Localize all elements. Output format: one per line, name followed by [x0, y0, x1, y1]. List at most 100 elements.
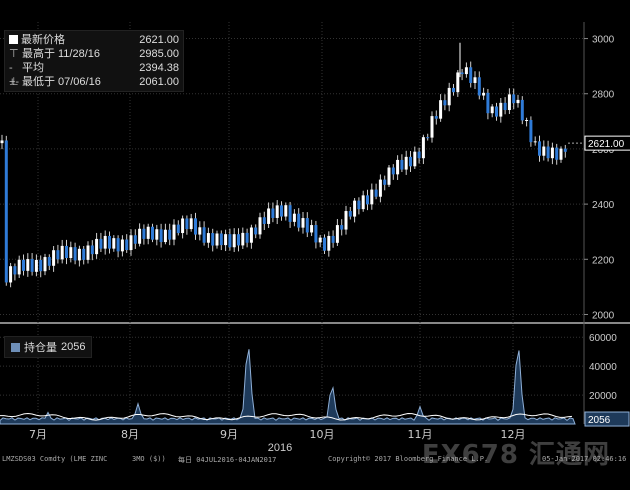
price-chart: 7月8月9月10月11月12月2016200022002400260028003… — [0, 22, 630, 452]
candle-body — [13, 266, 17, 275]
x-tick-label: 9月 — [220, 428, 238, 441]
candle-body — [357, 200, 361, 210]
candle-body — [52, 250, 56, 266]
candle-body — [353, 200, 357, 217]
candle-body — [378, 179, 382, 197]
candle-body — [443, 100, 447, 106]
volume-line — [0, 412, 573, 421]
candle-body — [323, 237, 326, 251]
y-tick-label: 2400 — [592, 200, 615, 211]
candle-body — [159, 229, 163, 243]
candle-body — [194, 218, 197, 235]
candle-body — [331, 235, 335, 243]
candle-body — [486, 92, 490, 114]
candle-body — [112, 238, 116, 249]
candle-body — [421, 137, 425, 159]
average-marker-icon: -+- — [9, 62, 20, 88]
y-tick-label: 2000 — [592, 310, 615, 321]
candle-body — [546, 146, 550, 159]
candle-body — [34, 259, 38, 272]
candle-body — [516, 99, 520, 104]
legend-row-average: -+- 平均 2394.38 — [9, 62, 179, 88]
price-legend: 最新价格 2621.00 ⊤ 最高于 11/28/16 2985.00 -+- 平均… — [4, 30, 184, 92]
x-tick-label: 11月 — [408, 428, 433, 441]
candle-body — [490, 106, 494, 114]
open-interest-square-icon — [11, 342, 20, 352]
candle-body — [138, 228, 142, 244]
candle-body — [409, 156, 412, 167]
candle-body — [507, 94, 511, 111]
candle-body — [512, 94, 516, 104]
candle-body — [219, 233, 223, 246]
candle-body — [361, 195, 365, 210]
candle-body — [391, 167, 395, 175]
candle-body — [370, 189, 374, 205]
candle-body — [146, 226, 150, 239]
candle-body — [533, 141, 537, 143]
candle-body — [288, 205, 292, 222]
candle-body — [9, 266, 13, 283]
candle-body — [529, 120, 533, 143]
candle-body — [344, 211, 348, 230]
y-tick-label: 3000 — [592, 35, 615, 46]
candle-body — [60, 245, 64, 260]
candle-body — [499, 102, 503, 117]
candle-body — [211, 233, 215, 246]
candle-body — [366, 195, 369, 205]
candle-body — [90, 245, 94, 255]
high-marker-icon: ⊤ — [9, 48, 19, 60]
candle-body — [206, 233, 210, 243]
volume-tick-label: 20000 — [589, 391, 617, 402]
candle-body — [464, 67, 468, 75]
candle-body — [563, 148, 567, 152]
candle-body — [95, 238, 99, 255]
candle-body — [69, 247, 73, 259]
candle-body — [125, 239, 129, 251]
candle-body — [284, 205, 288, 217]
candle-body — [555, 147, 559, 160]
x-tick-label: 12月 — [501, 428, 526, 441]
candle-body — [254, 227, 258, 235]
candle-body — [292, 213, 296, 222]
candle-body — [198, 227, 202, 235]
candle-body — [348, 211, 352, 217]
footer-range: 每日 04JUL2016-04JAN2017 — [178, 456, 277, 464]
footer-ticker: LMZSDS03 Comdty (LME ZINC — [2, 455, 108, 463]
candle-body — [155, 229, 159, 240]
legend-row-low: ⊥ 最低于 07/06/16 2061.00 — [9, 76, 179, 88]
candle-body — [77, 248, 81, 261]
candle-body — [151, 226, 154, 240]
candle-body — [176, 224, 180, 234]
candle-body — [417, 151, 421, 159]
candle-body — [232, 234, 236, 248]
candle-body — [245, 232, 249, 243]
candle-body — [473, 77, 477, 83]
candle-body — [47, 257, 51, 266]
candle-body — [237, 234, 240, 246]
candle-body — [426, 137, 430, 139]
candle-body — [280, 205, 283, 217]
candle-body — [267, 208, 271, 224]
footer-timestamp: 05-Jan-2017 02:46:16 — [542, 455, 627, 463]
candle-body — [133, 235, 137, 244]
candle-body — [39, 259, 43, 272]
candle-body — [452, 87, 455, 93]
candle-body — [327, 235, 331, 251]
candle-body — [258, 217, 262, 235]
candle-body — [503, 102, 507, 111]
candle-body — [73, 247, 77, 261]
candle-body — [189, 218, 193, 230]
candle-body — [275, 205, 279, 218]
candle-body — [108, 235, 111, 249]
last-price-tag — [584, 135, 630, 151]
candle-body — [310, 225, 314, 233]
volume-panel — [0, 330, 584, 424]
volume-last-label: 2056 — [588, 415, 611, 426]
candle-body — [56, 250, 60, 260]
candle-body — [413, 151, 417, 167]
volume-last-tag — [584, 411, 630, 427]
candle-body — [30, 259, 34, 272]
candle-body — [335, 225, 339, 243]
open-interest-legend: 持仓量 2056 — [4, 336, 93, 358]
candle-body — [314, 225, 318, 243]
